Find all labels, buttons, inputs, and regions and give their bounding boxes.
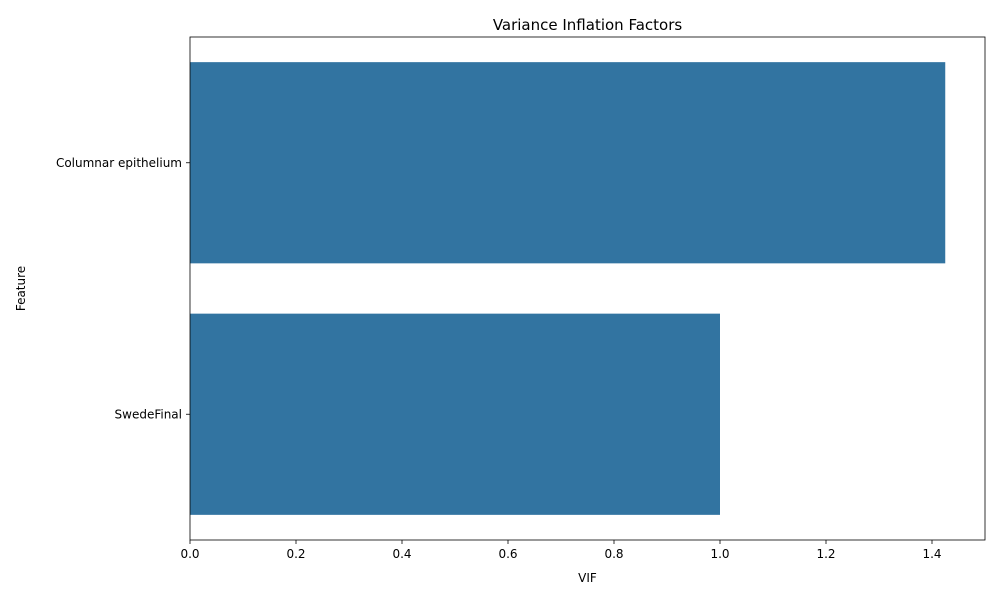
bar-0 xyxy=(190,62,946,264)
x-tick-label-2: 0.4 xyxy=(392,547,411,561)
plot-frame xyxy=(189,36,986,541)
bars-group xyxy=(190,62,946,515)
x-tick-label-0: 0.0 xyxy=(180,547,199,561)
y-ticks: Columnar epithelium SwedeFinal xyxy=(56,156,190,421)
y-tick-label-0: Columnar epithelium xyxy=(56,156,182,170)
x-tick-label-4: 0.8 xyxy=(604,547,623,561)
x-axis-label: VIF xyxy=(578,571,597,585)
x-tick-label-5: 1.0 xyxy=(710,547,729,561)
x-tick-label-3: 0.6 xyxy=(498,547,517,561)
x-tick-label-1: 0.2 xyxy=(286,547,305,561)
y-tick-label-1: SwedeFinal xyxy=(115,407,182,421)
bar-1 xyxy=(190,313,720,515)
x-ticks: 0.0 0.2 0.4 0.6 0.8 1.0 1.2 1.4 xyxy=(180,540,942,561)
x-tick-label-7: 1.4 xyxy=(922,547,941,561)
y-axis-label: Feature xyxy=(14,266,28,311)
x-tick-label-6: 1.2 xyxy=(816,547,835,561)
chart-title: Variance Inflation Factors xyxy=(493,16,683,34)
